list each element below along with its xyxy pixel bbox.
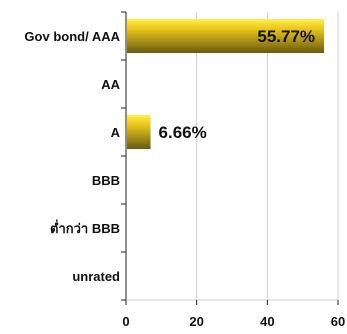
bar-0: [127, 19, 325, 53]
x-tick-label: 0: [122, 314, 129, 329]
category-label: AA: [101, 77, 120, 92]
gridlines: [196, 12, 339, 300]
category-label: ต่ำกว่า BBB: [50, 219, 120, 236]
x-tick-label: 40: [260, 314, 274, 329]
category-label: A: [111, 125, 121, 140]
category-label: unrated: [72, 269, 120, 284]
x-tick-label: 20: [189, 314, 203, 329]
category-label: BBB: [92, 173, 120, 188]
bar-2: [127, 115, 151, 149]
category-label: Gov bond/ AAA: [24, 29, 120, 44]
data-label-0: 55.77%: [257, 27, 315, 46]
bars: [127, 19, 325, 149]
axes: [121, 11, 339, 305]
data-label-2: 6.66%: [159, 123, 207, 142]
x-tick-label: 60: [331, 314, 345, 329]
